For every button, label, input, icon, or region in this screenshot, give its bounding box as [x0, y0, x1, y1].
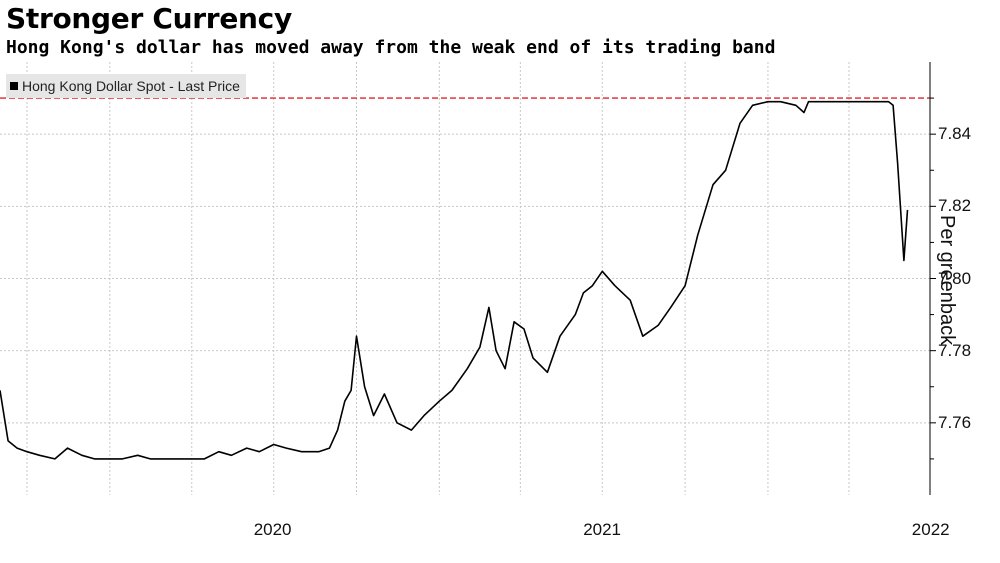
legend-swatch [10, 82, 18, 90]
chart-subtitle: Hong Kong's dollar has moved away from t… [6, 37, 776, 58]
y-tick-label: 7.84 [938, 124, 972, 144]
y-axis [929, 62, 936, 495]
y-tick-label: 7.78 [938, 340, 972, 360]
series-line [0, 100, 909, 460]
y-tick-label: 7.80 [938, 268, 972, 288]
y-axis-title: Per greenback [936, 215, 958, 346]
grid-lines [0, 62, 930, 495]
legend: Hong Kong Dollar Spot - Last Price [6, 74, 246, 98]
series-group [0, 100, 909, 460]
x-tick-label: 2021 [583, 520, 622, 539]
chart-title: Stronger Currency [6, 2, 292, 35]
legend-label: Hong Kong Dollar Spot - Last Price [22, 78, 240, 94]
y-tick-label: 7.82 [938, 196, 972, 216]
x-tick-label: 2022 [911, 520, 950, 539]
y-tick-label: 7.76 [938, 412, 972, 432]
x-tick-label: 2020 [253, 520, 292, 539]
